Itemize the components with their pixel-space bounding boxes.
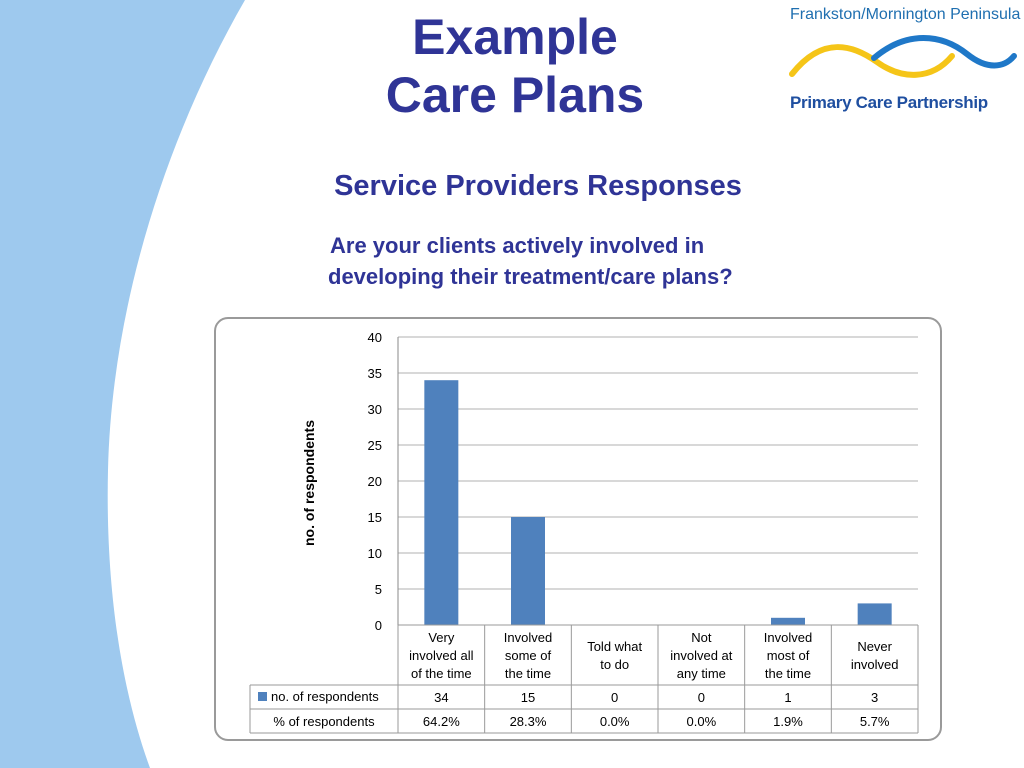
x-tick-label: Involved	[504, 630, 552, 645]
x-tick-label: involved	[851, 657, 899, 672]
x-tick-label: involved at	[670, 648, 733, 663]
y-axis-title: no. of respondents	[301, 420, 317, 546]
page-title: Example Care Plans	[300, 8, 730, 124]
bar	[511, 517, 545, 625]
percent-label: 5.7%	[860, 714, 890, 729]
y-tick-label: 35	[368, 366, 382, 381]
y-tick-label: 5	[375, 582, 382, 597]
y-tick-label: 10	[368, 546, 382, 561]
y-tick-label: 0	[375, 618, 382, 633]
percent-label: 64.2%	[423, 714, 460, 729]
x-tick-label: Not	[691, 630, 712, 645]
x-tick-label: the time	[765, 666, 811, 681]
x-tick-label: some of	[505, 648, 552, 663]
title-line-2: Care Plans	[385, 67, 645, 123]
logo-top-text: Frankston/Mornington Peninsula	[790, 6, 1021, 23]
x-tick-label: Never	[857, 639, 892, 654]
x-tick-label: any time	[677, 666, 726, 681]
legend-key	[258, 692, 267, 701]
background-arc	[0, 0, 245, 768]
data-label: 0	[698, 690, 705, 705]
chart-frame: 0 5 10 15 20 25 30 35 40 no. of respondents Very in…	[214, 317, 942, 741]
question-line-1: Are your clients actively involved in	[330, 233, 705, 258]
slide-subtitle: Service Providers Responses	[334, 170, 742, 202]
percent-label: 28.3%	[510, 714, 547, 729]
y-tick-label: 15	[368, 510, 382, 525]
percent-label: 0.0%	[687, 714, 717, 729]
x-tick-label: Very	[428, 630, 455, 645]
x-tick-label: most of	[767, 648, 810, 663]
x-tick-label: Told what	[587, 639, 642, 654]
y-tick-label: 30	[368, 402, 382, 417]
legend-label: no. of respondents	[271, 689, 379, 704]
percent-label: 1.9%	[773, 714, 803, 729]
title-line-1: Example	[412, 9, 618, 65]
data-label: 34	[434, 690, 448, 705]
data-label: 15	[521, 690, 535, 705]
data-label: 1	[784, 690, 791, 705]
logo-waves-icon	[789, 35, 1017, 78]
bar	[771, 617, 805, 625]
percent-label: 0.0%	[600, 714, 630, 729]
survey-question: Are your clients actively involved in de…	[328, 230, 890, 292]
x-tick-label: Involved	[764, 630, 812, 645]
x-tick-label: the time	[505, 666, 551, 681]
question-line-2: developing their treatment/care plans?	[328, 264, 733, 289]
logo-bottom-text: Primary Care Partnership	[790, 93, 988, 112]
bar	[424, 380, 459, 625]
y-tick-label: 20	[368, 474, 382, 489]
data-label: 3	[871, 690, 878, 705]
data-label: 0	[611, 690, 618, 705]
table-row-label: % of respondents	[273, 714, 375, 729]
pcp-logo: Frankston/Mornington Peninsula Primary C…	[782, 0, 1020, 120]
x-tick-label: of the time	[411, 666, 472, 681]
x-tick-label: involved all	[409, 648, 473, 663]
y-tick-label: 25	[368, 438, 382, 453]
x-tick-label: to do	[600, 657, 629, 672]
y-tick-label: 40	[368, 330, 382, 345]
bar	[857, 603, 892, 625]
